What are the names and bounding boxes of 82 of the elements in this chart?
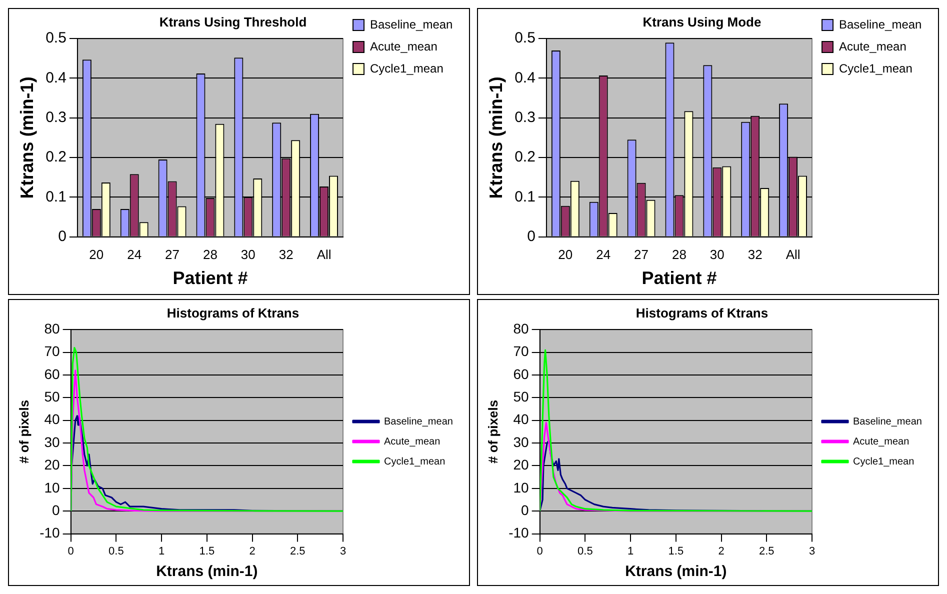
legend-label: Cycle1_mean [370,61,444,76]
legend-label: Cycle1_mean [839,61,912,76]
x-axis-title: Ktrans (min-1) [625,563,727,580]
x-tick-label: 2 [249,545,256,558]
x-axis-title: Patient # [642,268,717,288]
x-tick-label: 2 [718,545,724,558]
x-tick-label: 0.5 [108,545,124,558]
y-tick-label: 0.1 [514,188,536,206]
y-tick-label: 0.5 [514,30,536,47]
y-tick-label: 30 [44,434,60,450]
y-tick-label: 0 [521,502,530,518]
y-tick-label: 0.2 [514,148,536,166]
y-tick-label: 0.3 [514,109,536,126]
y-tick-label: 10 [44,479,60,496]
y-tick-label: 0.4 [46,69,66,86]
x-tick-label: 24 [127,247,142,262]
chart-title: Histograms of Ktrans [636,305,768,320]
y-tick-label: 0 [527,228,536,245]
x-tick-label: All [786,247,800,262]
legend-label: Baseline_mean [384,416,453,428]
x-tick-label: 1 [158,545,165,558]
y-tick-label: 0 [52,502,60,518]
legend-label: Acute_mean [853,436,910,448]
legend-label: Baseline_mean [839,17,922,32]
y-tick-label: 0.2 [46,148,66,166]
y-tick-label: 60 [44,366,60,382]
x-tick-label: 27 [634,247,649,262]
y-tick-label: 0.4 [514,69,536,86]
x-tick-label: 0.5 [578,545,593,558]
x-tick-label: 32 [278,247,294,262]
legend-label: Acute_mean [839,39,906,54]
y-tick-label: 0.5 [46,30,66,47]
x-tick-label: 30 [240,247,256,262]
x-tick-label: 3 [808,545,816,558]
x-tick-label: 3 [340,545,346,558]
x-tick-label: 1.5 [199,545,215,558]
x-tick-label: 20 [89,247,104,262]
y-axis-title: Ktrans (min-1) [16,76,37,199]
y-tick-label: 50 [513,388,530,405]
x-tick-label: All [316,247,332,262]
y-tick-label: 10 [513,479,530,496]
x-tick-label: 32 [748,247,762,262]
x-axis-title: Patient # [172,268,248,288]
y-tick-label: -10 [40,524,60,541]
x-axis-title: Ktrans (min-1) [156,563,258,580]
y-tick-label: 0 [58,228,66,245]
legend-label: Cycle1_mean [384,456,446,468]
y-tick-label: 70 [513,343,530,360]
legend-label: Acute_mean [370,39,438,54]
y-tick-label: 40 [44,411,60,428]
y-tick-label: 0.3 [46,109,66,126]
y-tick-label: 80 [513,320,530,336]
y-axis-title: # of pixels [485,400,500,464]
y-tick-label: 40 [513,411,530,428]
y-tick-label: 30 [513,434,530,450]
chart-title: Histograms of Ktrans [166,305,300,320]
chart-title: Ktrans Using Threshold [159,14,307,30]
y-tick-label: 60 [513,366,530,382]
y-tick-label: 20 [513,456,530,473]
y-tick-label: 0.1 [46,188,66,206]
x-tick-label: 28 [202,247,218,262]
y-tick-label: 50 [44,388,60,405]
x-tick-label: 27 [165,247,180,262]
x-tick-label: 2.5 [290,545,306,558]
legend-label: Cycle1_mean [853,456,914,468]
x-tick-label: 20 [558,247,573,262]
x-tick-label: 28 [672,247,686,262]
x-tick-label: 1.5 [668,545,684,558]
legend-label: Baseline_mean [370,17,453,32]
x-tick-label: 24 [596,247,611,262]
x-tick-label: 30 [710,247,724,262]
chart-title: Ktrans Using Mode [642,14,762,30]
y-tick-label: 80 [44,320,60,336]
legend-label: Acute_mean [384,436,440,448]
legend-label: Baseline_mean [853,416,922,428]
y-tick-label: 20 [44,456,60,473]
y-tick-label: 70 [44,343,60,360]
x-tick-label: 2.5 [758,545,774,558]
y-axis-title: # of pixels [16,400,32,464]
y-axis-title: Ktrans (min-1) [486,76,506,199]
x-tick-label: 1 [627,545,634,558]
y-tick-label: -10 [508,524,530,541]
